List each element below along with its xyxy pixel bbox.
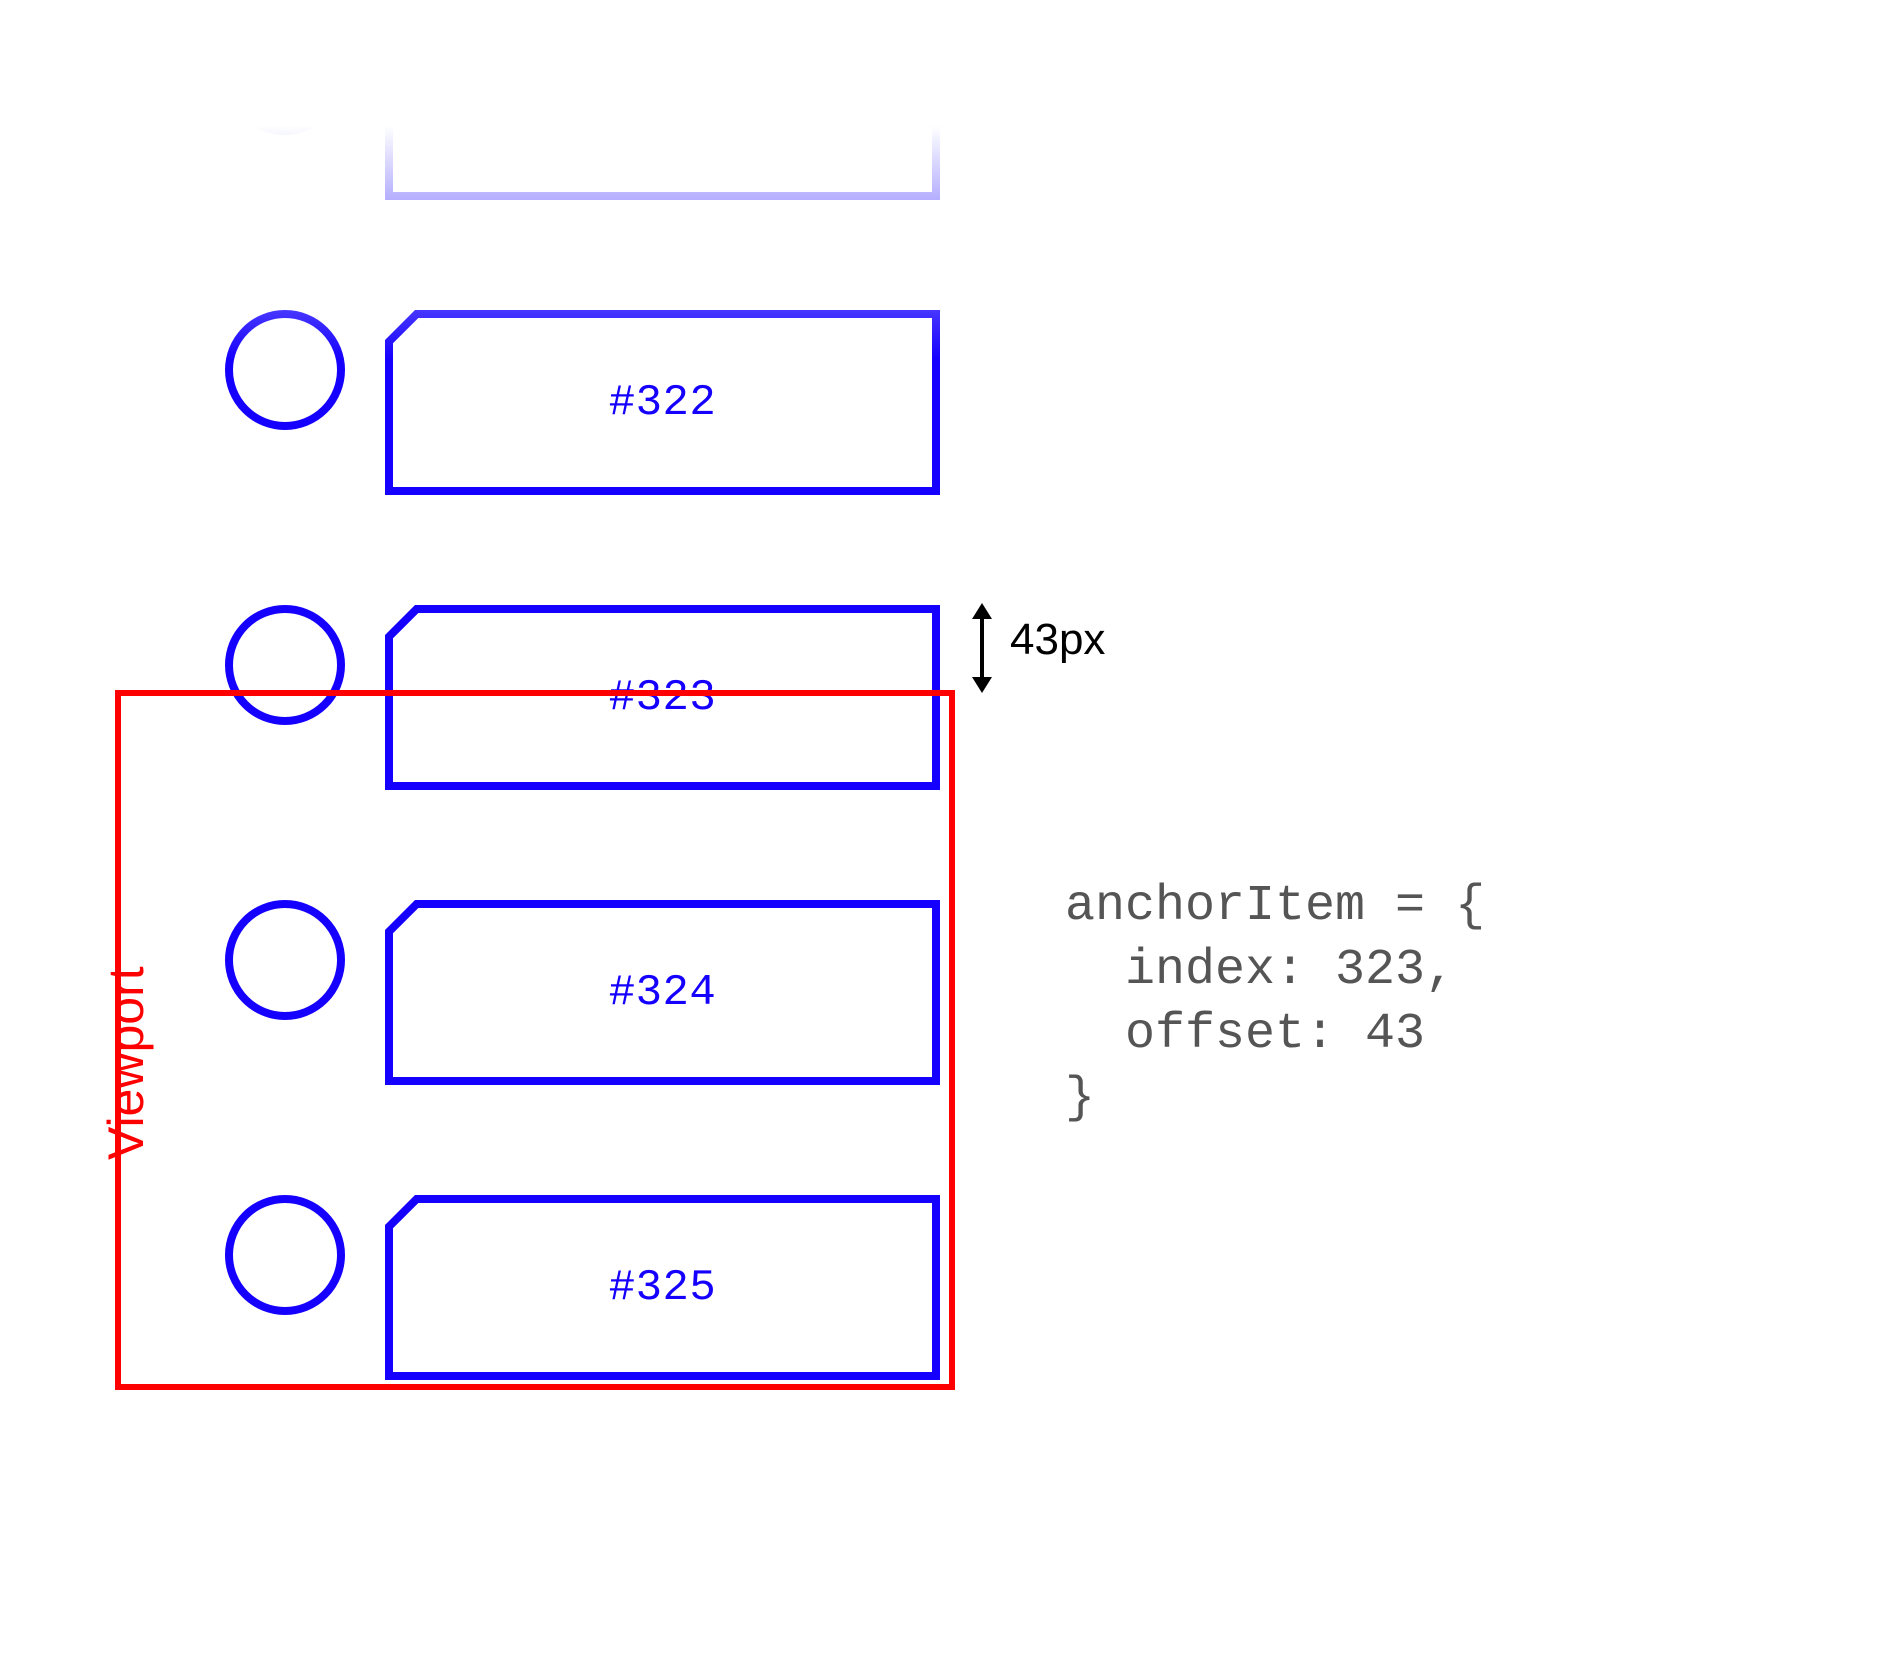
viewport-label: Viewport bbox=[97, 966, 155, 1160]
avatar bbox=[225, 15, 345, 135]
offset-label: 43px bbox=[1010, 615, 1105, 665]
code-line: offset: 43 bbox=[1065, 1003, 1485, 1067]
diagram-stage: #321#322#323#324#325 Viewport 43px ancho… bbox=[0, 0, 1896, 1654]
code-line: } bbox=[1065, 1067, 1485, 1131]
anchor-item-code: anchorItem = { index: 323, offset: 43} bbox=[1065, 875, 1485, 1131]
viewport-box bbox=[115, 690, 955, 1390]
speech-bubble: #321 bbox=[385, 15, 940, 200]
list-item: #322 bbox=[0, 310, 1000, 495]
item-label: #322 bbox=[609, 378, 717, 428]
speech-bubble: #322 bbox=[385, 310, 940, 495]
item-label: #321 bbox=[609, 83, 717, 133]
code-line: anchorItem = { bbox=[1065, 875, 1485, 939]
list-item: #321 bbox=[0, 15, 1000, 200]
code-line: index: 323, bbox=[1065, 939, 1485, 1003]
avatar bbox=[225, 310, 345, 430]
offset-arrow bbox=[967, 603, 997, 693]
